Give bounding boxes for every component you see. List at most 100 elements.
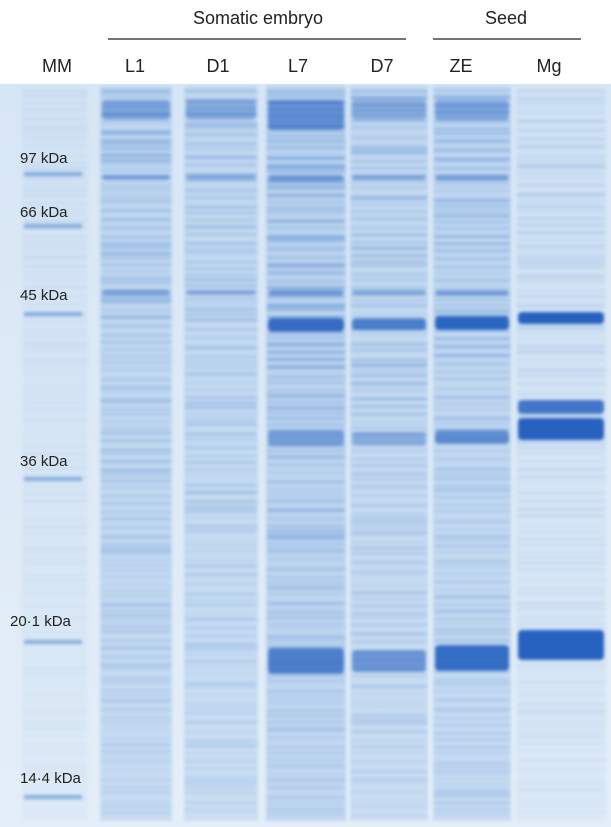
band — [101, 699, 171, 703]
band — [185, 544, 257, 546]
band — [101, 761, 171, 763]
band — [267, 494, 345, 496]
band — [23, 272, 87, 274]
band — [23, 735, 87, 737]
band — [23, 547, 87, 550]
band — [434, 503, 510, 506]
band — [23, 707, 87, 710]
band — [351, 405, 427, 408]
heavy-band — [102, 175, 170, 180]
band — [517, 447, 605, 450]
band — [185, 660, 257, 664]
band — [101, 677, 171, 679]
band — [23, 432, 87, 434]
band — [434, 266, 510, 268]
band — [185, 647, 257, 650]
band — [23, 352, 87, 354]
band — [101, 535, 171, 539]
band — [267, 211, 345, 213]
band — [434, 387, 510, 390]
band — [101, 227, 171, 229]
band — [351, 287, 427, 290]
band — [185, 225, 257, 229]
band — [434, 639, 510, 642]
band — [351, 522, 427, 525]
band — [517, 155, 605, 159]
band — [23, 236, 87, 239]
band — [434, 573, 510, 575]
band — [101, 779, 171, 782]
band — [517, 514, 605, 517]
band — [434, 690, 510, 692]
band — [434, 279, 510, 283]
heavy-band — [268, 100, 344, 130]
band — [267, 640, 345, 644]
band — [351, 713, 427, 717]
band — [185, 446, 257, 448]
lane-label: ZE — [449, 56, 472, 76]
band — [23, 265, 87, 268]
band — [23, 815, 87, 817]
band — [267, 206, 345, 210]
band — [267, 271, 345, 274]
band — [517, 231, 605, 234]
band — [267, 690, 345, 693]
band — [351, 570, 427, 573]
band — [185, 682, 257, 686]
heavy-band — [268, 175, 344, 181]
band — [101, 769, 171, 771]
band — [517, 467, 605, 471]
band — [434, 623, 510, 625]
band — [267, 394, 345, 398]
band — [101, 316, 171, 319]
band — [434, 183, 510, 185]
band — [267, 411, 345, 414]
band — [517, 184, 605, 186]
band — [267, 304, 345, 308]
band — [23, 330, 87, 332]
band — [517, 244, 605, 248]
band — [267, 186, 345, 189]
band — [101, 564, 171, 566]
band — [23, 321, 87, 323]
band — [351, 218, 427, 220]
band — [351, 624, 427, 626]
heavy-band — [102, 100, 170, 120]
heavy-band — [352, 432, 426, 446]
band — [351, 778, 427, 782]
band — [351, 752, 427, 754]
band — [185, 703, 257, 707]
band — [517, 368, 605, 372]
band — [267, 423, 345, 427]
marker-label: 45 kDa — [20, 287, 68, 304]
band — [101, 548, 171, 552]
band — [185, 752, 257, 754]
band — [185, 786, 257, 789]
band — [351, 782, 427, 784]
band — [23, 145, 87, 148]
band — [185, 346, 257, 349]
band — [267, 337, 345, 339]
band — [434, 403, 510, 406]
band — [185, 389, 257, 391]
band — [185, 247, 257, 250]
band — [351, 700, 427, 703]
band — [185, 372, 257, 376]
band — [517, 798, 605, 801]
band — [267, 280, 345, 283]
marker-band — [24, 477, 82, 481]
band — [517, 782, 605, 785]
band — [517, 703, 605, 706]
band — [267, 808, 345, 811]
band — [267, 308, 345, 310]
band — [185, 643, 257, 647]
band — [101, 496, 171, 498]
band — [434, 133, 510, 135]
band — [101, 360, 171, 364]
heavy-band — [435, 290, 509, 296]
band — [267, 525, 345, 527]
band — [434, 724, 510, 726]
heavy-band — [352, 318, 426, 330]
band — [267, 736, 345, 738]
band — [101, 185, 171, 187]
